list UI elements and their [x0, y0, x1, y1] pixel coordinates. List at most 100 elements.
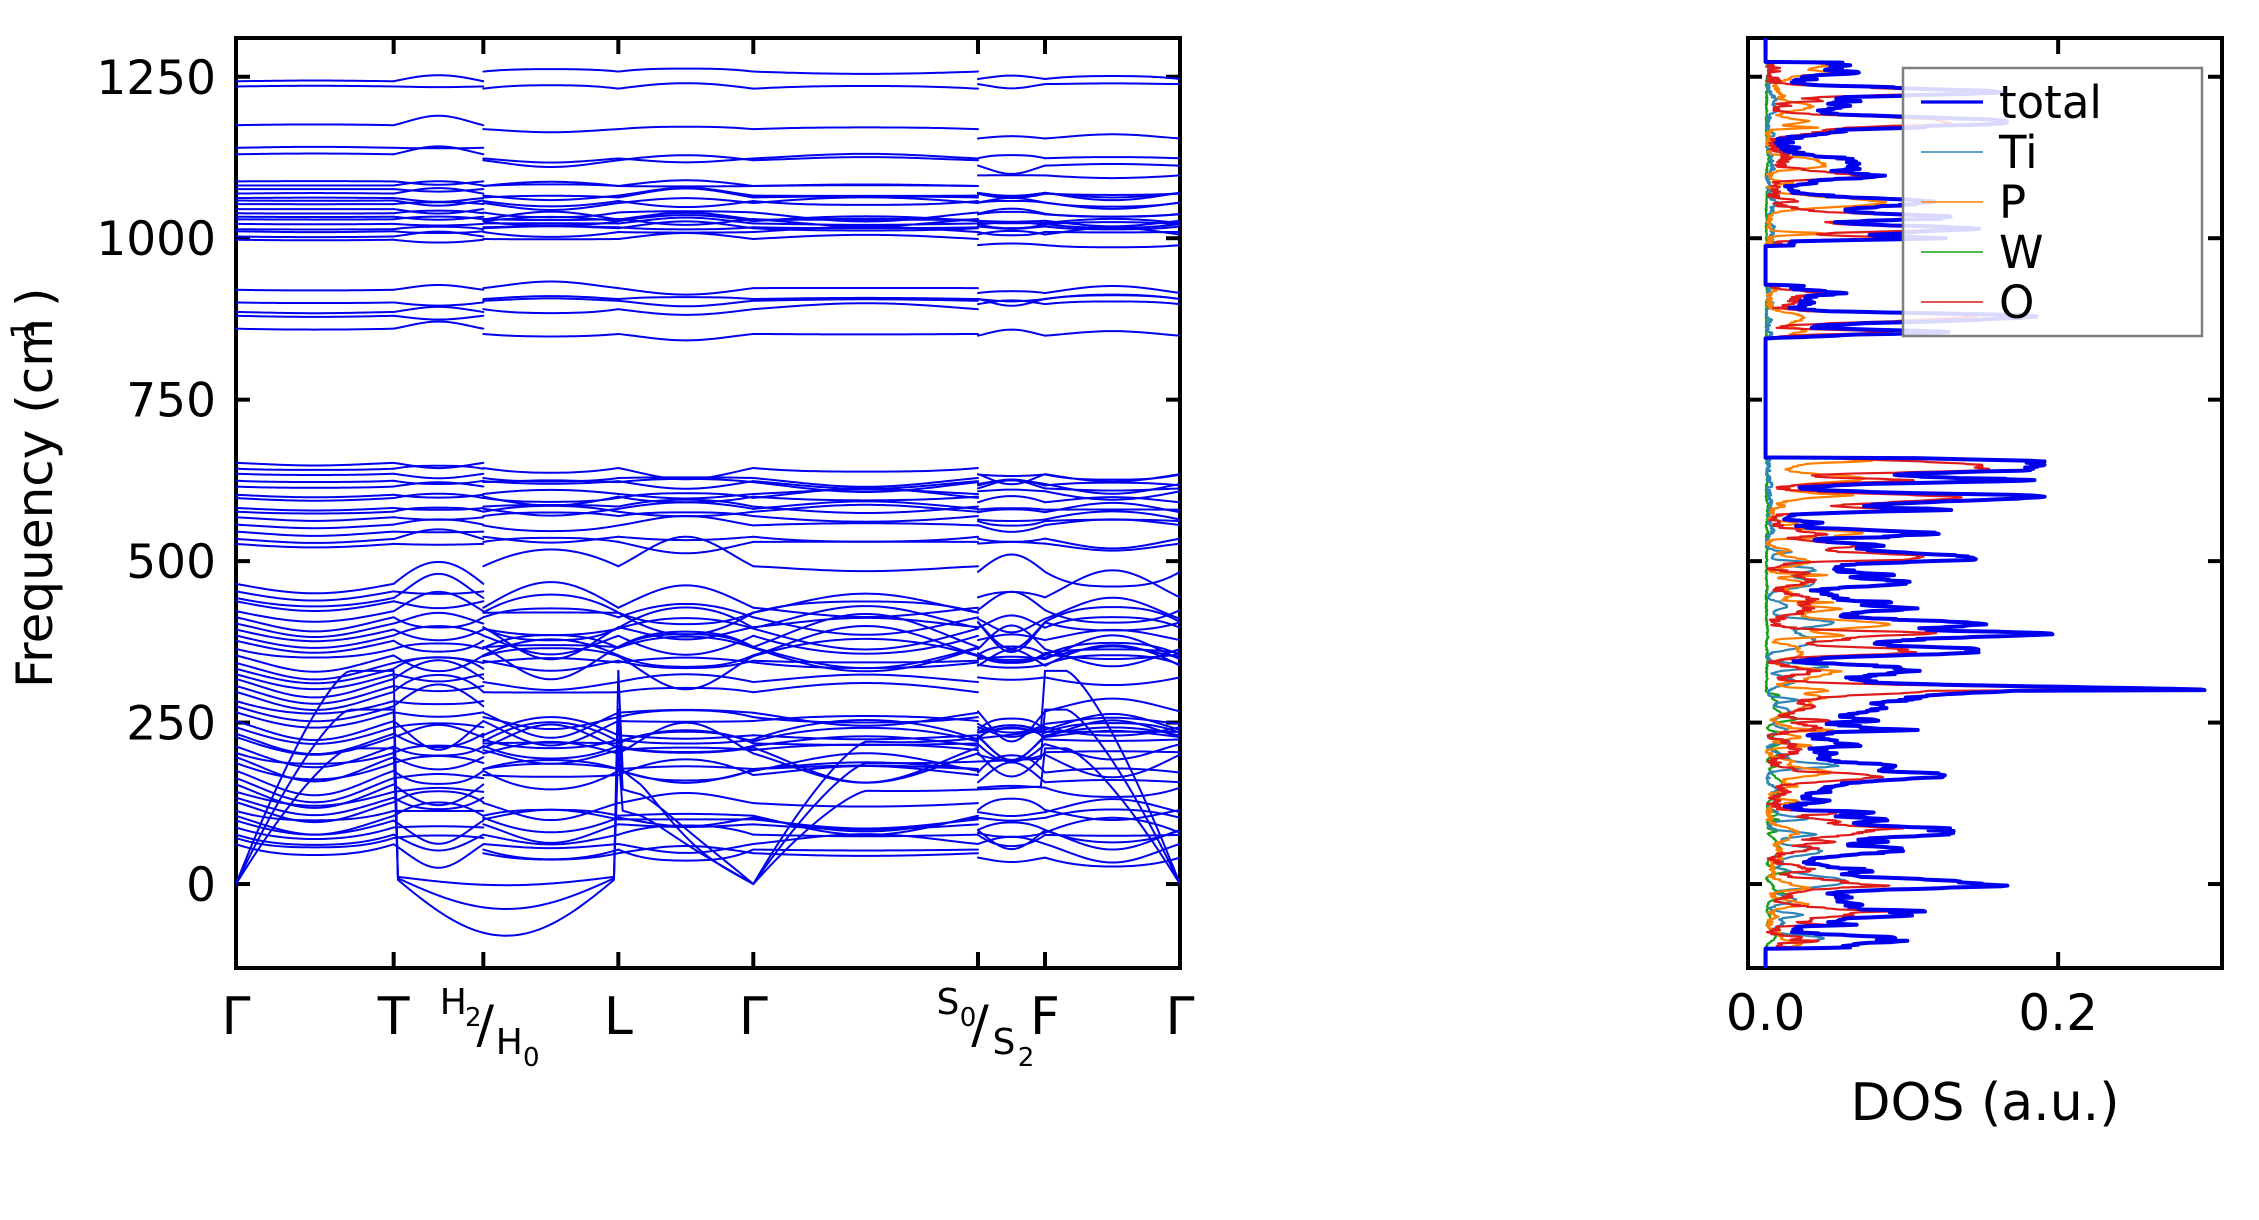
band-curve — [392, 654, 485, 673]
band-curve — [976, 754, 1047, 774]
band-curve — [482, 180, 620, 187]
band-curve — [1044, 225, 1180, 231]
band-curve — [752, 606, 979, 618]
band-curve — [236, 751, 395, 765]
band-curve — [482, 332, 620, 338]
band-curve — [236, 622, 395, 638]
band-curve — [392, 700, 485, 706]
band-curve — [976, 495, 1047, 504]
band-curve — [236, 711, 395, 729]
band-curve — [236, 769, 395, 797]
band-curve — [482, 211, 620, 219]
band-curve — [482, 852, 620, 861]
band-curve — [617, 617, 755, 630]
band-curve — [752, 196, 979, 205]
band-curve — [1044, 716, 1180, 725]
band-curve — [976, 298, 1047, 303]
band-curve — [1044, 750, 1180, 754]
band-curve — [617, 816, 755, 828]
legend-label-P: P — [1999, 176, 2026, 229]
band-curve — [617, 197, 755, 205]
band-curve — [392, 708, 485, 909]
band-curve — [752, 156, 979, 162]
band-curve — [392, 560, 485, 585]
band-curve — [392, 283, 485, 291]
band-curve — [392, 711, 485, 718]
band-curve — [976, 761, 1047, 784]
dos-curves — [1763, 38, 2207, 968]
band-curve — [392, 674, 485, 693]
band-curve — [617, 730, 755, 745]
band-curve — [236, 596, 395, 608]
band-curve — [752, 477, 979, 488]
band-curve — [392, 590, 485, 613]
band-xtick-label: Γ — [1166, 987, 1195, 1047]
band-curve — [617, 210, 755, 214]
band-curve — [617, 125, 755, 131]
band-curve — [1044, 743, 1180, 761]
band-curve — [976, 797, 1047, 812]
band-curve — [617, 584, 755, 609]
band-curve — [752, 646, 979, 670]
band-curve — [482, 833, 620, 846]
band-curve — [236, 677, 395, 699]
band-ytick-label: 1000 — [96, 212, 216, 267]
band-curve — [392, 833, 485, 852]
band-curve — [976, 524, 1047, 533]
band-curve — [392, 611, 485, 625]
band-curve — [976, 621, 1047, 654]
band-curve — [392, 745, 485, 757]
band-curve — [976, 479, 1047, 485]
band-curve — [976, 74, 1047, 80]
band-curve — [236, 235, 395, 239]
band-curve — [752, 637, 979, 658]
xtick-text: L — [604, 987, 633, 1047]
band-xtick-label: T — [377, 987, 410, 1047]
band-curve — [976, 199, 1047, 204]
band-xtick-label: H2/H 0 — [440, 982, 540, 1073]
band-curve — [617, 746, 755, 754]
band-curve — [482, 741, 620, 745]
band-curve — [392, 530, 485, 534]
band-curve — [1044, 156, 1180, 160]
band-curve — [617, 67, 755, 73]
band-curve — [392, 720, 485, 751]
band-curve — [976, 620, 1047, 650]
band-curve — [392, 744, 485, 754]
band-curve — [392, 656, 485, 664]
band-curve — [482, 194, 620, 202]
band-curve — [1044, 75, 1180, 80]
band-curve — [617, 231, 755, 234]
band-curve — [1044, 473, 1180, 483]
band-xtick-label: F — [1030, 987, 1060, 1047]
band-curve — [392, 230, 485, 235]
band-curve — [482, 769, 620, 791]
band-curve — [752, 222, 979, 226]
band-curve — [392, 180, 485, 186]
band-curve — [236, 801, 395, 824]
band-curve — [1044, 786, 1180, 798]
band-curve — [617, 466, 755, 481]
band-curve — [392, 639, 485, 653]
band-curve — [236, 590, 395, 602]
band-curve — [1044, 753, 1180, 779]
band-curve — [392, 146, 485, 150]
band-curve — [617, 514, 755, 527]
band-curve — [752, 682, 979, 694]
band-curve — [617, 510, 755, 518]
band-curve — [482, 749, 620, 765]
band-curve — [482, 477, 620, 483]
band-curve — [482, 524, 620, 533]
band-curve — [236, 616, 395, 633]
band-curve — [976, 816, 1047, 822]
band-curve — [236, 814, 395, 836]
band-curve — [392, 479, 485, 485]
band-curve — [392, 145, 485, 156]
band-curve — [392, 197, 485, 203]
band-curve — [976, 645, 1047, 656]
band-curve — [617, 602, 755, 619]
band-curve — [482, 607, 620, 619]
band-curve — [482, 716, 620, 737]
band-curve — [1044, 213, 1180, 218]
